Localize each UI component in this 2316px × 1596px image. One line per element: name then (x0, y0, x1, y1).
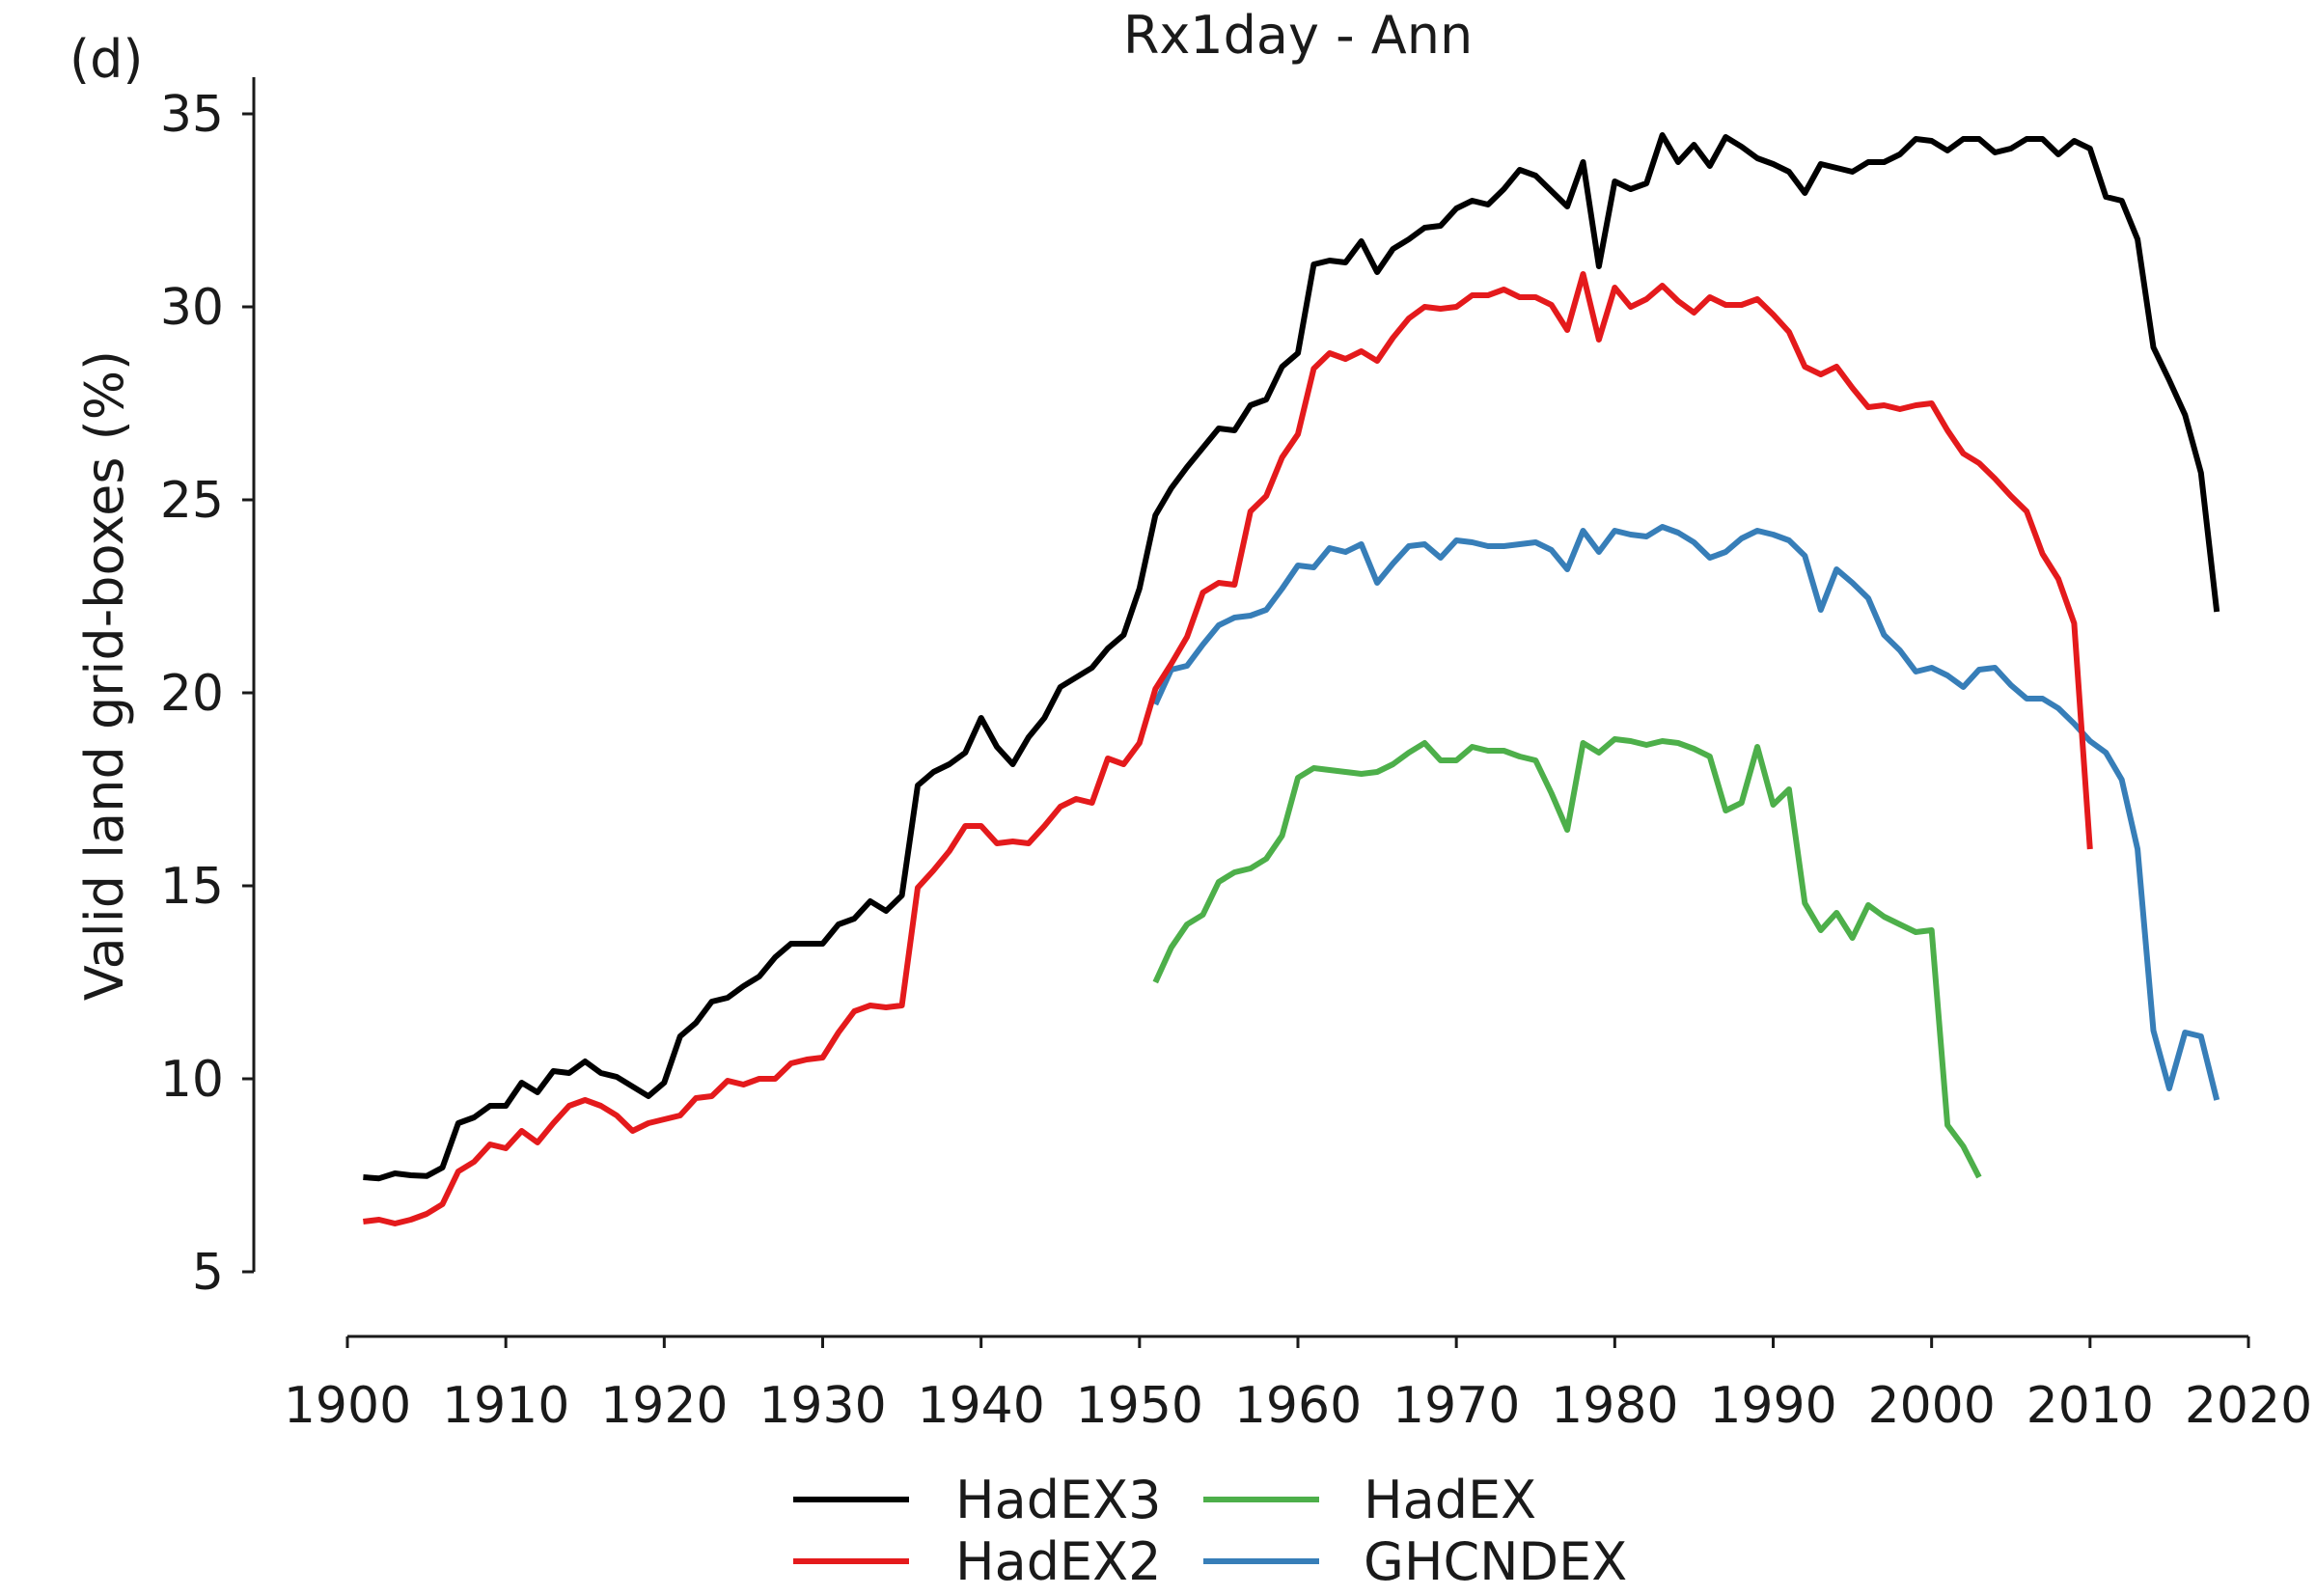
x-tick-label: 2000 (1867, 1377, 1995, 1435)
series-group (363, 132, 2220, 1226)
y-tick-label: 25 (160, 472, 224, 530)
x-tick-label: 2020 (2185, 1377, 2312, 1435)
legend-label-hadex2: HadEX2 (955, 1531, 1161, 1592)
x-ticks: 1900 1910 1920 1930 1940 1950 1960 1970 1980 1990… (284, 1336, 2312, 1435)
y-ticks: 5 10 15 20 25 30 35 (160, 86, 254, 1302)
series-line-ghcndex (1152, 524, 2220, 1101)
legend-label-ghcndex: GHCNDEX (1364, 1531, 1627, 1592)
series-line-hadex3 (363, 132, 2220, 1182)
x-tick-label: 1910 (442, 1377, 569, 1435)
x-tick-label: 1960 (1234, 1377, 1362, 1435)
panel-label: (d) (69, 29, 143, 90)
y-tick-label: 10 (160, 1051, 224, 1109)
y-tick-label: 35 (160, 86, 224, 144)
x-tick-label: 2010 (2026, 1377, 2154, 1435)
series-line-hadex2 (363, 271, 2093, 1226)
x-tick-label: 1990 (1709, 1377, 1836, 1435)
x-tick-label: 1950 (1076, 1377, 1203, 1435)
y-tick-label: 30 (160, 279, 224, 337)
x-tick-label: 1900 (284, 1377, 411, 1435)
legend-label-hadex3: HadEX3 (955, 1470, 1161, 1530)
y-axis-label: Valid land grid-boxes (%) (74, 350, 135, 1001)
y-tick-label: 20 (160, 665, 224, 723)
x-tick-label: 1920 (600, 1377, 728, 1435)
x-tick-label: 1930 (758, 1377, 886, 1435)
series-line-hadex (1152, 736, 1982, 1179)
x-tick-label: 1970 (1392, 1377, 1520, 1435)
y-tick-label: 5 (192, 1244, 224, 1302)
x-tick-label: 1940 (917, 1377, 1044, 1435)
chart-title: Rx1day - Ann (1123, 5, 1473, 66)
y-tick-label: 15 (160, 858, 224, 916)
x-tick-label: 1980 (1551, 1377, 1678, 1435)
legend-label-hadex: HadEX (1364, 1470, 1536, 1530)
